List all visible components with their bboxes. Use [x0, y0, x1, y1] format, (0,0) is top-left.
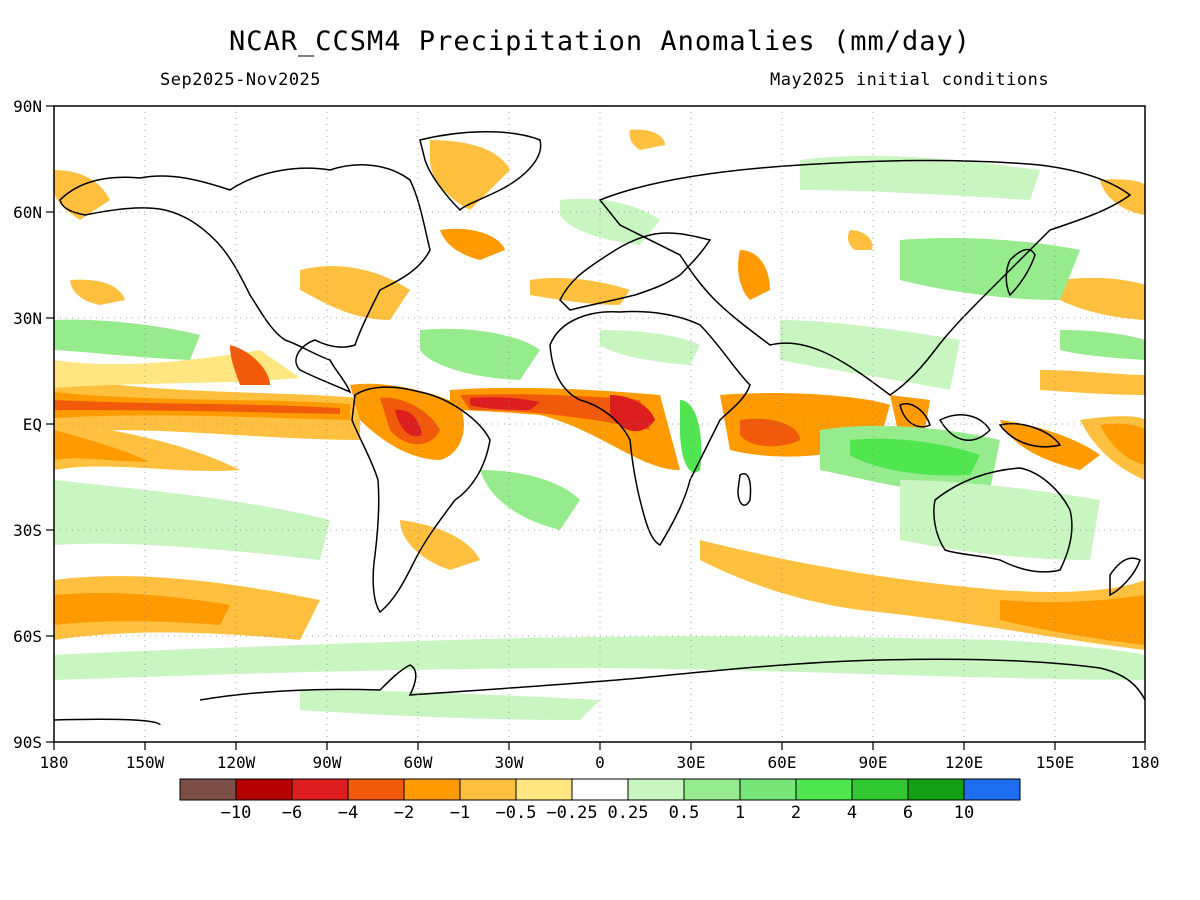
legend-swatch — [515, 778, 573, 801]
lon-label: 120E — [945, 753, 984, 772]
legend-swatch — [795, 778, 853, 801]
legend-label: −2 — [394, 803, 414, 823]
legend-swatch — [851, 778, 909, 801]
legend-swatch — [963, 778, 1021, 801]
initial-conditions: May2025 initial conditions — [770, 70, 1050, 90]
legend-swatch — [291, 778, 349, 801]
legend-label: −6 — [282, 803, 302, 823]
lon-label: 0 — [595, 753, 605, 772]
legend-label: 4 — [847, 803, 857, 823]
legend-label: −0.25 — [546, 803, 597, 823]
legend-label: −0.5 — [496, 803, 537, 823]
legend-labels: −10 −6 −4 −2 −1 −0.5 −0.25 0.25 0.5 1 2 4 6 10 — [221, 803, 975, 823]
lat-label: 90N — [13, 97, 42, 116]
lon-label: 180 — [40, 753, 69, 772]
legend-label: −4 — [338, 803, 358, 823]
lon-label: 150W — [126, 753, 165, 772]
lat-label: 60N — [13, 203, 42, 222]
graticule — [54, 106, 1145, 742]
latitude-labels: 90N 60N 30N EQ 30S 60S 90S — [13, 97, 42, 752]
lat-label: 60S — [13, 627, 42, 646]
legend-swatch — [403, 778, 461, 801]
lat-label: 30S — [13, 521, 42, 540]
color-legend — [179, 778, 1021, 801]
legend-swatch — [683, 778, 741, 801]
legend-swatch — [571, 778, 629, 801]
legend-swatch — [347, 778, 405, 801]
coastlines — [54, 131, 1145, 726]
legend-swatch — [739, 778, 797, 801]
lon-label: 60E — [768, 753, 797, 772]
legend-label: −1 — [450, 803, 470, 823]
precipitation-field — [54, 129, 1145, 720]
legend-swatch — [459, 778, 517, 801]
lon-label: 180 — [1131, 753, 1160, 772]
lon-label: 150E — [1036, 753, 1075, 772]
legend-label: 0.25 — [608, 803, 649, 823]
legend-label: 1 — [735, 803, 745, 823]
legend-swatch — [235, 778, 293, 801]
lon-label: 90W — [313, 753, 342, 772]
lat-label: 90S — [13, 733, 42, 752]
lon-label: 90E — [859, 753, 888, 772]
longitude-labels: 180 150W 120W 90W 60W 30W 0 30E 60E 90E … — [40, 753, 1160, 772]
lon-label: 30W — [495, 753, 524, 772]
legend-label: 10 — [954, 803, 974, 823]
legend-label: 2 — [791, 803, 801, 823]
lon-label: 60W — [404, 753, 433, 772]
lat-label: 30N — [13, 309, 42, 328]
lon-label: 120W — [217, 753, 256, 772]
legend-label: 0.5 — [669, 803, 700, 823]
lat-label: EQ — [23, 415, 42, 434]
legend-swatch — [907, 778, 965, 801]
legend-label: −10 — [221, 803, 252, 823]
axis-ticks — [46, 105, 1146, 750]
legend-swatch — [627, 778, 685, 801]
legend-label: 6 — [903, 803, 913, 823]
forecast-period: Sep2025-Nov2025 — [160, 70, 322, 90]
map-title: NCAR_CCSM4 Precipitation Anomalies (mm/d… — [229, 26, 971, 57]
lon-label: 30E — [677, 753, 706, 772]
legend-swatch — [179, 778, 237, 801]
